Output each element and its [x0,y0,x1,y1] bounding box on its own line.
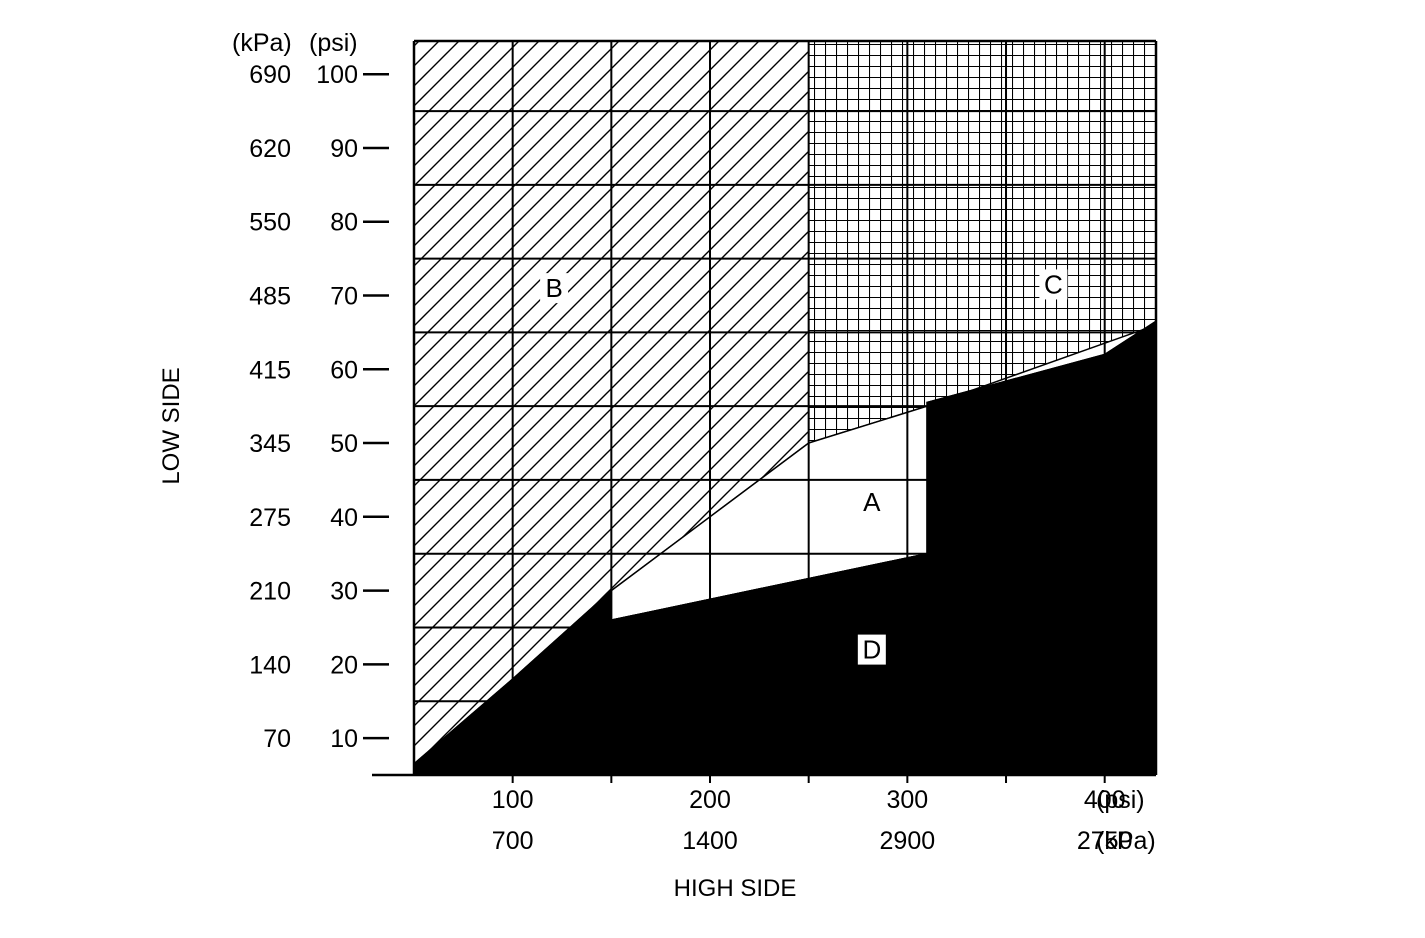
y-unit-secondary: (kPa) [232,29,292,57]
plot-frame [372,39,1158,777]
y-tick-label-kpa: 690 [249,61,291,89]
x-unit-primary: (psi) [1096,786,1145,814]
y-tick-label-psi: 40 [330,504,358,532]
y-tick-label-psi: 20 [330,651,358,679]
region-label-box-d [857,634,886,665]
region-label-b: B [545,273,562,303]
y-tick-label-psi: 60 [330,356,358,384]
y-tick-label-psi: 80 [330,209,358,237]
y-tick-label-kpa: 550 [249,209,291,237]
x-axis-title: HIGH SIDE [674,875,797,902]
region-label-a: A [863,487,881,517]
x-tick-label-kpa: 700 [492,827,534,855]
x-axis: 100 700 200 1400 300 2900 400 2750 [492,775,1133,855]
x-unit-secondary: (kPa) [1096,827,1156,855]
region-labels: A B C D [540,269,1068,665]
x-tick-label-psi: 300 [886,786,928,814]
y-tick-label-kpa: 345 [249,430,291,458]
y-tick-label-kpa: 620 [249,135,291,163]
y-tick-label-kpa: 485 [249,283,291,311]
y-tick-label-psi: 70 [330,283,358,311]
x-tick-label-kpa: 2750 [1077,827,1133,855]
x-tick-label-psi: 200 [689,786,731,814]
y-tick-label-psi: 90 [330,135,358,163]
y-tick-label-psi: 100 [316,61,358,89]
region-label-d: D [862,635,881,665]
region-d-overlay [414,320,1156,775]
y-tick-label-psi: 10 [330,725,358,753]
y-axis: 10 70 20 140 30 210 40 275 50 345 60 415 70 485 80 550 9… [249,61,389,753]
y-tick-label-kpa: 210 [249,578,291,606]
y-axis-title: LOW SIDE [158,367,185,484]
x-tick-label-psi: 400 [1084,786,1126,814]
x-tick-label-psi: 100 [492,786,534,814]
y-tick-label-kpa: 70 [263,725,291,753]
region-label-c: C [1044,269,1063,299]
region-label-box-b [540,273,569,304]
y-tick-label-psi: 30 [330,578,358,606]
x-tick-label-kpa: 2900 [880,827,936,855]
y-tick-label-kpa: 140 [249,651,291,679]
y-tick-label-kpa: 415 [249,356,291,384]
region-label-box-a [857,487,886,518]
region-label-box-c [1039,269,1068,300]
grid-layer [414,41,1156,775]
y-tick-label-psi: 50 [330,430,358,458]
y-tick-label-kpa: 275 [249,504,291,532]
y-unit-primary: (psi) [309,29,358,57]
x-tick-label-kpa: 1400 [682,827,738,855]
